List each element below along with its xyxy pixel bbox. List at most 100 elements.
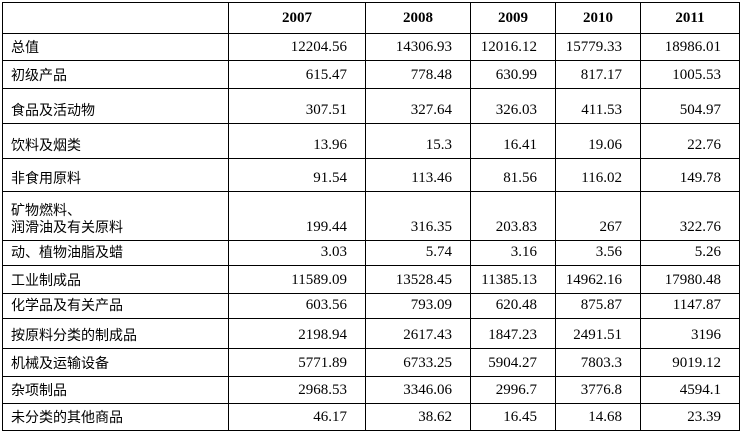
row-label: 非食用原料 (2, 158, 229, 192)
table-row: 按原料分类的制成品 2198.94 2617.43 1847.23 2491.51 319… (2, 318, 740, 349)
label-line: 按原料分类的制成品 (11, 328, 137, 344)
label-line: 初级产品 (11, 68, 67, 84)
value-cell: 3776.8 (555, 376, 641, 404)
value-cell: 2996.7 (470, 376, 556, 404)
table-row: 工业制成品 11589.09 13528.45 11385.13 14962.16 179… (2, 265, 740, 294)
value-cell: 2198.94 (228, 318, 366, 349)
label-line: 非食用原料 (11, 171, 81, 187)
table-row: 食品及活动物 307.51 327.64 326.03 411.53 504.97 (2, 88, 740, 124)
row-label: 饮料及烟类 (2, 123, 229, 159)
value-cell: 3.16 (470, 240, 556, 266)
year-header: 2011 (640, 2, 740, 34)
value-cell: 6733.25 (365, 348, 471, 377)
value-cell: 16.41 (470, 123, 556, 159)
value-cell: 3196 (640, 318, 740, 349)
value-cell: 13528.45 (365, 265, 471, 294)
row-label: 杂项制品 (2, 376, 229, 404)
value-cell: 322.76 (640, 191, 740, 241)
value-cell: 5904.27 (470, 348, 556, 377)
label-line: 机械及运输设备 (11, 356, 109, 372)
row-label: 初级产品 (2, 60, 229, 89)
data-table: 2007 2008 2009 2010 2011 总值 12204.56 14306.93 1… (2, 2, 740, 431)
row-label: 化学品及有关产品 (2, 293, 229, 319)
value-cell: 12204.56 (228, 33, 366, 61)
value-cell: 149.78 (640, 158, 740, 192)
label-line: 矿物燃料、 (11, 203, 81, 219)
value-cell: 9019.12 (640, 348, 740, 377)
value-cell: 13.96 (228, 123, 366, 159)
value-cell: 22.76 (640, 123, 740, 159)
value-cell: 615.47 (228, 60, 366, 89)
value-cell: 817.17 (555, 60, 641, 89)
value-cell: 603.56 (228, 293, 366, 319)
year-header: 2010 (555, 2, 641, 34)
label-line: 化学品及有关产品 (11, 298, 123, 314)
value-cell: 7803.3 (555, 348, 641, 377)
value-cell: 11385.13 (470, 265, 556, 294)
value-cell: 81.56 (470, 158, 556, 192)
value-cell: 5771.89 (228, 348, 366, 377)
value-cell: 11589.09 (228, 265, 366, 294)
value-cell: 3.03 (228, 240, 366, 266)
value-cell: 38.62 (365, 403, 471, 431)
value-cell: 5.26 (640, 240, 740, 266)
value-cell: 3.56 (555, 240, 641, 266)
label-line: 未分类的其他商品 (11, 410, 123, 426)
value-cell: 19.06 (555, 123, 641, 159)
label-line: 总值 (11, 40, 39, 56)
value-cell: 116.02 (555, 158, 641, 192)
value-cell: 1005.53 (640, 60, 740, 89)
value-cell: 1847.23 (470, 318, 556, 349)
value-cell: 16.45 (470, 403, 556, 431)
value-cell: 12016.12 (470, 33, 556, 61)
label-line: 食品及活动物 (11, 103, 95, 119)
value-cell: 875.87 (555, 293, 641, 319)
value-cell: 46.17 (228, 403, 366, 431)
value-cell: 2617.43 (365, 318, 471, 349)
value-cell: 620.48 (470, 293, 556, 319)
value-cell: 199.44 (228, 191, 366, 241)
row-label: 按原料分类的制成品 (2, 318, 229, 349)
table-row: 动、植物油脂及蜡 3.03 5.74 3.16 3.56 5.26 (2, 240, 740, 266)
table-row: 化学品及有关产品 603.56 793.09 620.48 875.87 1147.87 (2, 293, 740, 319)
value-cell: 267 (555, 191, 641, 241)
label-line: 工业制成品 (11, 273, 81, 289)
year-header: 2007 (228, 2, 366, 34)
table-row: 总值 12204.56 14306.93 12016.12 15779.33 18986.… (2, 33, 740, 61)
label-line: 饮料及烟类 (11, 138, 81, 154)
value-cell: 1147.87 (640, 293, 740, 319)
value-cell: 2968.53 (228, 376, 366, 404)
value-cell: 326.03 (470, 88, 556, 124)
value-cell: 4594.1 (640, 376, 740, 404)
value-cell: 316.35 (365, 191, 471, 241)
value-cell: 15779.33 (555, 33, 641, 61)
value-cell: 327.64 (365, 88, 471, 124)
header-row: 2007 2008 2009 2010 2011 (2, 2, 740, 34)
value-cell: 23.39 (640, 403, 740, 431)
row-label: 机械及运输设备 (2, 348, 229, 377)
value-cell: 778.48 (365, 60, 471, 89)
table-row: 杂项制品 2968.53 3346.06 2996.7 3776.8 4594.1 (2, 376, 740, 404)
year-header: 2008 (365, 2, 471, 34)
value-cell: 15.3 (365, 123, 471, 159)
label-line: 动、植物油脂及蜡 (11, 245, 123, 261)
label-line: 杂项制品 (11, 383, 67, 399)
table-row: 矿物燃料、 润滑油及有关原料 199.44 316.35 203.83 267 322.76 (2, 191, 740, 241)
row-label: 矿物燃料、 润滑油及有关原料 (2, 191, 229, 241)
value-cell: 793.09 (365, 293, 471, 319)
corner-cell (2, 2, 229, 34)
row-label: 动、植物油脂及蜡 (2, 240, 229, 266)
value-cell: 307.51 (228, 88, 366, 124)
value-cell: 5.74 (365, 240, 471, 266)
value-cell: 14306.93 (365, 33, 471, 61)
value-cell: 203.83 (470, 191, 556, 241)
value-cell: 411.53 (555, 88, 641, 124)
label-line: 润滑油及有关原料 (11, 220, 123, 236)
value-cell: 91.54 (228, 158, 366, 192)
value-cell: 17980.48 (640, 265, 740, 294)
table-row: 初级产品 615.47 778.48 630.99 817.17 1005.53 (2, 60, 740, 89)
value-cell: 113.46 (365, 158, 471, 192)
table-row: 机械及运输设备 5771.89 6733.25 5904.27 7803.3 9019.1… (2, 348, 740, 377)
value-cell: 14.68 (555, 403, 641, 431)
